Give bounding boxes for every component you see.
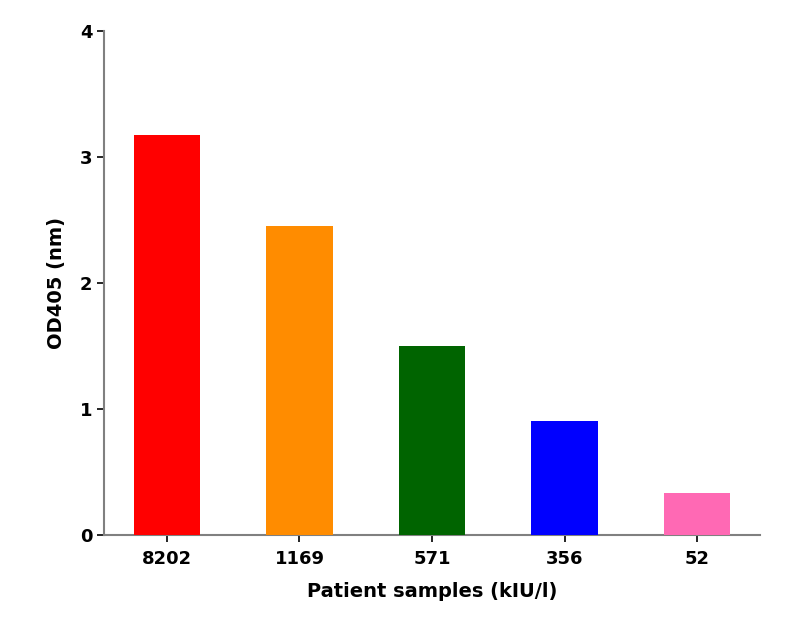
X-axis label: Patient samples (kIU/l): Patient samples (kIU/l) (307, 582, 557, 601)
Bar (399, 346, 465, 535)
Bar (664, 493, 730, 535)
Bar (134, 135, 200, 535)
Bar (531, 421, 598, 535)
Bar (266, 226, 333, 535)
Y-axis label: OD405 (nm): OD405 (nm) (47, 217, 66, 349)
